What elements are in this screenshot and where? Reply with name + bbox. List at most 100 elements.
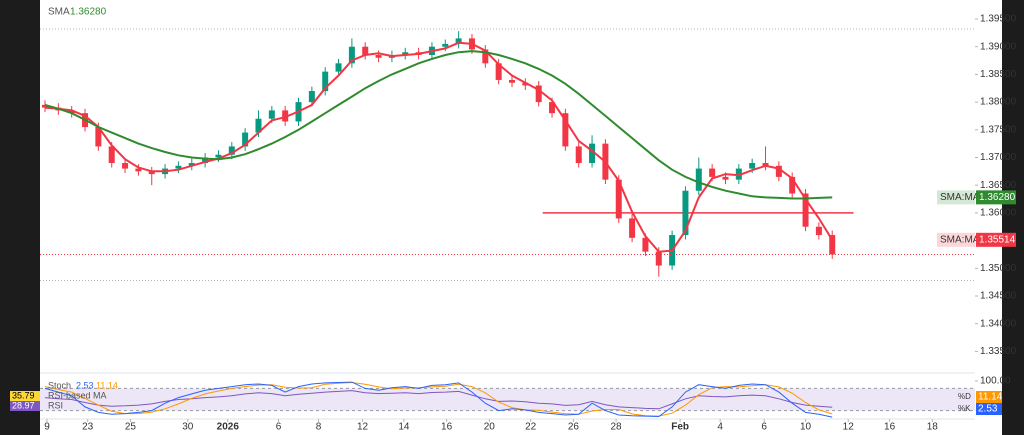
candle-body <box>762 163 769 166</box>
candle-body <box>495 63 502 80</box>
x-tick-label: 23 <box>82 422 94 433</box>
candle-body <box>789 176 796 194</box>
y-tick-label: 1.39500 <box>980 14 1017 25</box>
x-tick-label: 18 <box>927 422 939 433</box>
x-tick-label: 22 <box>525 422 537 433</box>
price-badge-label: 11.14 <box>978 392 1003 403</box>
axis-tag: SMA:MA <box>940 192 980 203</box>
candle-body <box>322 71 329 92</box>
candle-body <box>175 165 182 169</box>
candle-body <box>509 79 516 83</box>
candle-body <box>682 190 689 236</box>
legend-name: RSI-based MA <box>48 390 107 400</box>
candle-body <box>482 49 489 64</box>
value-badge-label: 28.97 <box>12 400 35 410</box>
candle-body <box>829 235 836 255</box>
candle-body <box>535 85 542 103</box>
x-tick-label: 6 <box>761 422 767 433</box>
candle-body <box>722 176 729 180</box>
x-tick-label: 28 <box>611 422 623 433</box>
price-badge <box>976 391 1002 403</box>
axis-tag: SMA:MA <box>940 234 980 245</box>
candle-body <box>95 127 102 147</box>
badge-name: %K <box>958 404 971 413</box>
value-badge-label: 35.79 <box>12 390 35 400</box>
price-badge <box>976 403 1002 415</box>
axis-tag-bg <box>937 232 975 247</box>
candle-body <box>815 226 822 236</box>
axis-tag-bg <box>937 190 975 205</box>
candle-body <box>215 154 222 158</box>
candle-body <box>442 43 449 47</box>
candle-body <box>242 132 249 147</box>
candle-body <box>522 82 529 86</box>
candle-body <box>362 46 369 56</box>
candle-body <box>68 110 75 114</box>
legend-value: 11.14 <box>96 380 118 390</box>
candle-body <box>575 146 582 164</box>
candle-body <box>655 251 662 266</box>
candle-body <box>42 104 48 108</box>
x-tick-label: 20 <box>484 422 496 433</box>
candle-body <box>735 168 742 180</box>
candle-body <box>615 179 622 219</box>
candle-body <box>749 163 756 169</box>
x-tick-label: 6 <box>276 422 282 433</box>
candle-body <box>268 110 275 119</box>
candle-body <box>255 118 262 133</box>
x-tick-label: 4 <box>717 422 723 433</box>
indicator-line <box>44 381 833 418</box>
candle-body <box>228 146 235 155</box>
y-tick-label: 1.37000 <box>980 152 1017 163</box>
price-badge-label: 1.35514 <box>979 234 1016 245</box>
legend-name: SMA <box>48 7 70 18</box>
candle-body <box>562 113 569 147</box>
indicator-line <box>44 381 833 417</box>
price-badge <box>976 232 1016 247</box>
y-tick-label: 1.33500 <box>980 346 1017 357</box>
candle-body <box>335 63 342 72</box>
x-tick-label: 30 <box>182 422 194 433</box>
candle-body <box>348 46 355 64</box>
y-tick-label: 1.36000 <box>980 208 1017 219</box>
x-tick-label: Feb <box>671 422 689 433</box>
badge-name: %D <box>958 392 971 401</box>
candle-body <box>308 91 315 103</box>
y-tick-label: 1.34000 <box>980 318 1017 329</box>
legend-name: RSI <box>48 400 63 410</box>
candle-body <box>188 163 195 166</box>
candle-body <box>135 168 142 172</box>
candle-body <box>108 146 115 164</box>
y-tick-label: 100.00 <box>980 376 1011 387</box>
candle-body <box>709 168 716 177</box>
legend-value: 1.36280 <box>70 7 107 18</box>
y-tick-label: 1.38000 <box>980 97 1017 108</box>
price-badge-label: 2.53 <box>978 404 998 415</box>
candle-body <box>202 157 209 164</box>
value-badge <box>10 391 40 401</box>
ma-line <box>44 41 834 253</box>
candle-body <box>695 168 702 191</box>
candle-body <box>282 110 289 122</box>
candle-body <box>802 193 809 227</box>
candle-body <box>642 237 649 252</box>
x-tick-label: 10 <box>800 422 812 433</box>
candle-body <box>375 55 382 58</box>
legend-value: 2.53 <box>76 380 94 390</box>
y-tick-label: 1.39000 <box>980 41 1017 52</box>
x-tick-label: 8 <box>316 422 322 433</box>
value-badge <box>10 401 40 411</box>
x-tick-label: 16 <box>884 422 896 433</box>
candle-body <box>402 52 409 56</box>
candle-body <box>775 165 782 177</box>
candle-body <box>629 218 636 238</box>
candle-body <box>549 102 556 114</box>
candle-body <box>455 38 462 44</box>
x-tick-label: 25 <box>125 422 137 433</box>
y-tick-label: 1.38500 <box>980 69 1017 80</box>
y-tick-label: 1.36500 <box>980 180 1017 191</box>
indicator-line <box>44 390 833 410</box>
ma-line <box>44 50 833 200</box>
